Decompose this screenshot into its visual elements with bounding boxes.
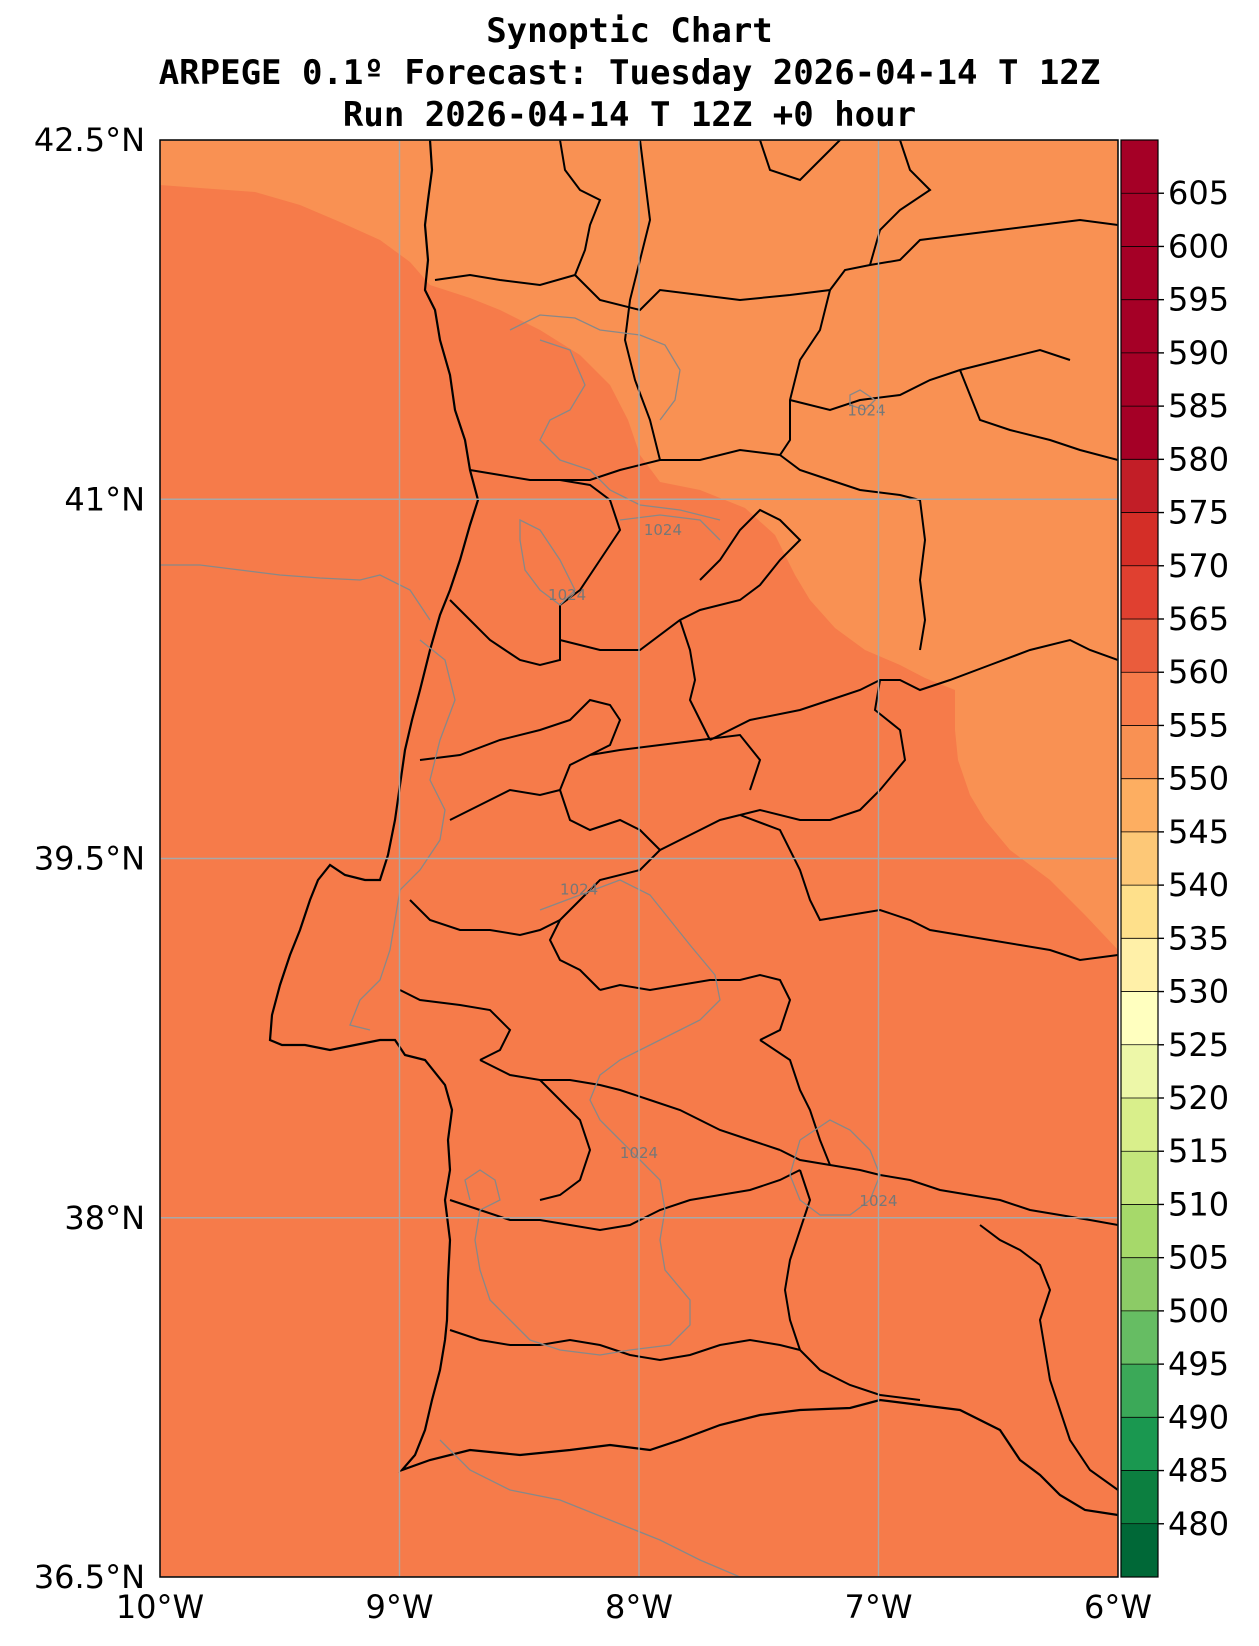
- colorbar-segment: [1121, 352, 1158, 407]
- colorbar-segment: [1121, 778, 1158, 833]
- colorbar-segment: [1121, 1151, 1158, 1205]
- lon-tick-label: 10°W: [116, 1588, 204, 1626]
- admin-borders: [399, 140, 1118, 1491]
- colorbar-tick-label: 570: [1168, 547, 1229, 585]
- colorbar-segment: [1121, 1364, 1158, 1418]
- colorbar-segment: [1121, 512, 1158, 567]
- lon-tick-label: 7°W: [845, 1588, 913, 1626]
- colorbar-tick-label: 580: [1168, 440, 1229, 478]
- colorbar-tick-label: 535: [1168, 919, 1229, 957]
- colorbar-segment: [1121, 1204, 1158, 1259]
- lat-tick-label: 38°N: [64, 1199, 145, 1237]
- colorbar-segment: [1121, 193, 1158, 247]
- colorbar-tick-label: 595: [1168, 281, 1229, 319]
- lat-tick-label: 39.5°N: [34, 840, 145, 878]
- colorbar-tick-label: 505: [1168, 1239, 1229, 1277]
- colorbar-segment: [1121, 725, 1158, 780]
- chart-subtitle-run: Run 2026-04-14 T 12Z +0 hour: [342, 95, 917, 135]
- colorbar-tick-label: 560: [1168, 653, 1229, 691]
- colorbar-segment: [1121, 991, 1158, 1046]
- colorbar-tick-label: 590: [1168, 334, 1229, 372]
- colorbar-tick-label: 550: [1168, 760, 1229, 798]
- latitude-tick-labels: 42.5°N 41°N 39.5°N 38°N 36.5°N: [34, 121, 145, 1596]
- colorbar-segment: [1121, 831, 1158, 886]
- colorbar-tick-label: 555: [1168, 706, 1229, 744]
- colorbar-segment: [1121, 1257, 1158, 1312]
- map-frame: [159, 139, 1119, 1578]
- colorbar-tick-label: 500: [1168, 1292, 1229, 1330]
- colorbar-tick-label: 605: [1168, 174, 1229, 212]
- chart-title: Synoptic Chart: [486, 11, 773, 51]
- colorbar-segment: [1121, 565, 1158, 620]
- longitude-tick-labels: 10°W 9°W 8°W 7°W 6°W: [116, 1588, 1152, 1626]
- colorbar-tick-label: 510: [1168, 1185, 1229, 1223]
- colorbar-segment: [1121, 1417, 1158, 1472]
- colorbar-segment: [1121, 938, 1158, 993]
- colorbar-segment: [1121, 246, 1158, 301]
- colorbar-segment: [1121, 406, 1158, 460]
- lon-tick-label: 6°W: [1084, 1588, 1152, 1626]
- colorbar-tick-label: 575: [1168, 494, 1229, 532]
- colorbar-segment: [1121, 1098, 1158, 1152]
- colorbar-segment: [1121, 299, 1158, 354]
- colorbar-segment: [1121, 1310, 1158, 1365]
- lon-tick-label: 8°W: [605, 1588, 673, 1626]
- isobar-label: 1024: [644, 521, 682, 539]
- colorbar-frame: [1120, 139, 1159, 1578]
- isobar-label: 1024: [548, 586, 586, 604]
- colorbar-tick-label: 585: [1168, 387, 1229, 425]
- colorbar: 480 485 490 495 500 505 510 515 520 525 530 535 540 5…: [1120, 139, 1229, 1578]
- colorbar-tick-label: 515: [1168, 1132, 1229, 1170]
- colorbar-tick-label: 545: [1168, 813, 1229, 851]
- colorbar-tick-label: 565: [1168, 600, 1229, 638]
- colorbar-segment: [1121, 885, 1158, 939]
- colorbar-segment: [1121, 1044, 1158, 1099]
- colorbar-tick-label: 600: [1168, 227, 1229, 265]
- isobars-1024: [160, 314, 881, 1577]
- lat-tick-label: 42.5°N: [34, 121, 145, 159]
- colorbar-tick-label: 530: [1168, 973, 1229, 1011]
- colorbar-tick-label: 525: [1168, 1026, 1229, 1064]
- colorbar-segment: [1121, 459, 1158, 514]
- isobar-label: 1024: [847, 401, 885, 419]
- lat-tick-label: 41°N: [64, 480, 145, 518]
- isobar-label: 1024: [560, 880, 598, 898]
- colorbar-tick-label: 480: [1168, 1505, 1229, 1543]
- lat-tick-label: 36.5°N: [34, 1558, 145, 1596]
- colorbar-tick-label: 520: [1168, 1079, 1229, 1117]
- colorbar-segment: [1121, 672, 1158, 726]
- colorbar-tick-label: 490: [1168, 1398, 1229, 1436]
- colorbar-segment: [1121, 1470, 1158, 1525]
- coastline: [268, 140, 1118, 1517]
- chart-subtitle-forecast: ARPEGE 0.1º Forecast: Tuesday 2026-04-14…: [158, 53, 1101, 93]
- colorbar-tick-label: 495: [1168, 1345, 1229, 1383]
- lon-tick-label: 9°W: [366, 1588, 434, 1626]
- colorbar-segment: [1121, 1523, 1158, 1578]
- colorbar-tick-label: 540: [1168, 866, 1229, 904]
- colorbar-segment: [1121, 140, 1158, 194]
- colorbar-segment: [1121, 619, 1158, 673]
- colorbar-tick-label: 485: [1168, 1452, 1229, 1490]
- gridlines: [160, 140, 1118, 1577]
